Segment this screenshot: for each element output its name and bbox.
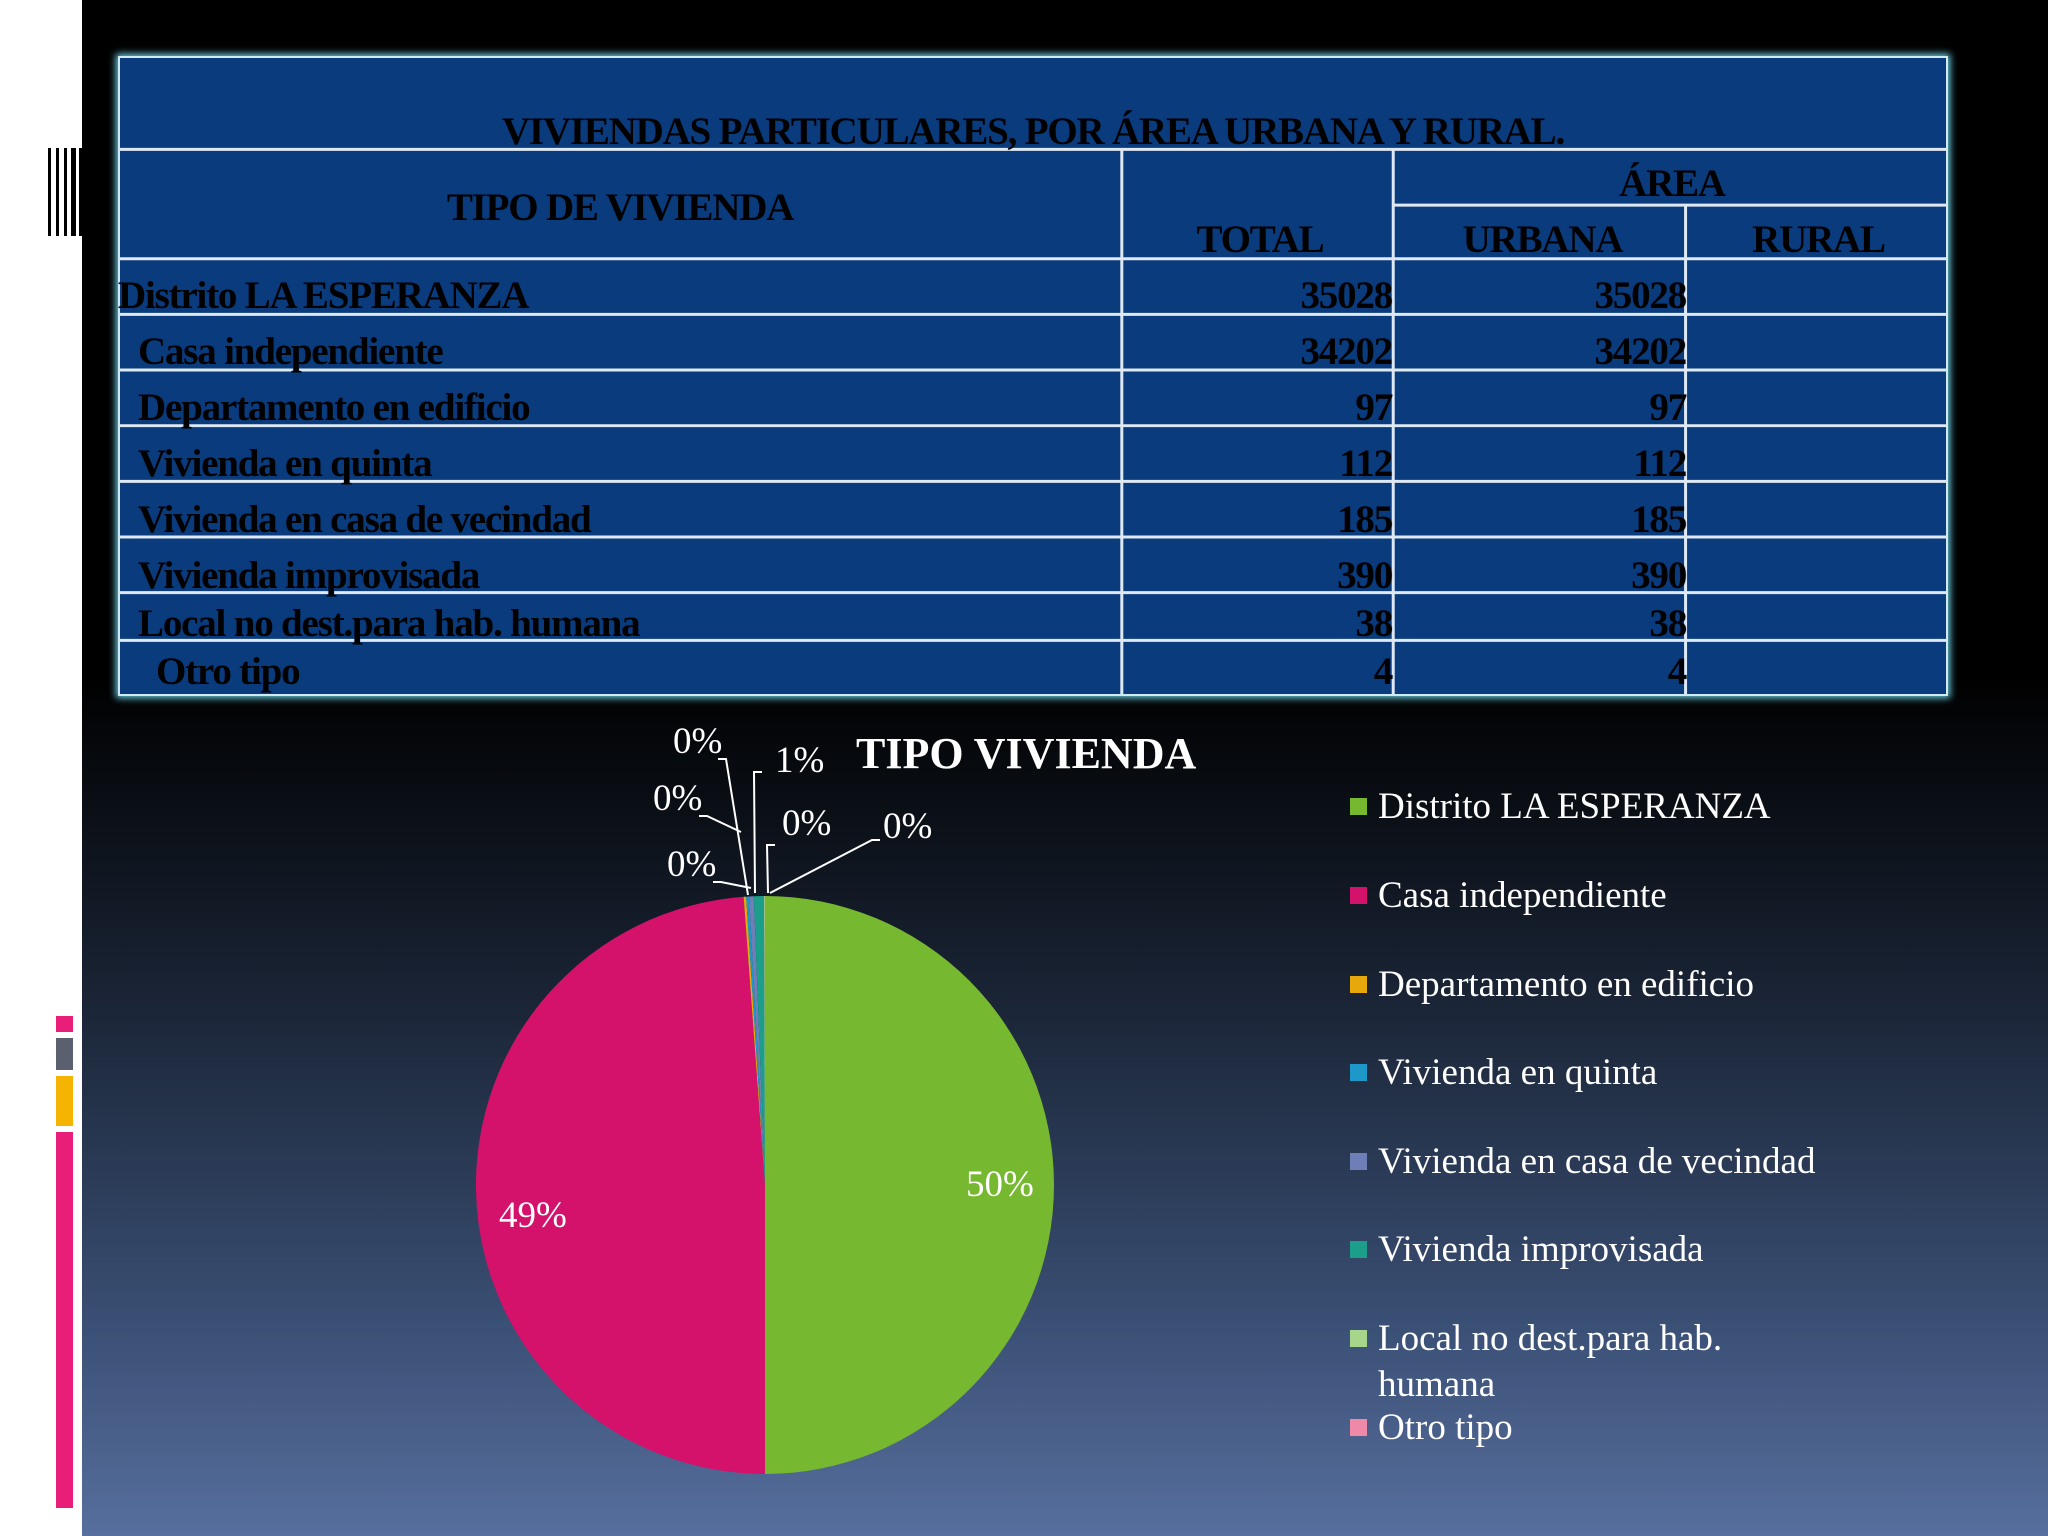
- legend-label: Casa independiente: [1378, 875, 1667, 916]
- pie-slice: [743, 896, 765, 1185]
- legend-label: Local no dest.para hab. humana: [1378, 1318, 1723, 1405]
- row-total: 35028: [1300, 274, 1393, 317]
- legend-label: Vivienda en quinta: [1378, 1052, 1658, 1093]
- row-total: 34202: [1300, 330, 1393, 373]
- pie-slices: [475, 895, 1054, 1474]
- row-label: Distrito LA ESPERANZA: [118, 274, 530, 317]
- header-rural: RURAL: [1752, 218, 1886, 261]
- decorative-lines: [48, 148, 82, 236]
- leader-line: [718, 758, 749, 896]
- row-label: Vivienda en quinta: [138, 442, 433, 485]
- legend-swatch: [1350, 1153, 1367, 1170]
- legend-label: Departamento en edificio: [1378, 964, 1754, 1005]
- accent-block-gray: [56, 1038, 73, 1070]
- row-total: 38: [1355, 602, 1393, 645]
- row-label: Casa independiente: [138, 330, 444, 373]
- header-tipo: TIPO DE VIVIENDA: [446, 186, 795, 229]
- legend-label: Vivienda en casa de vecindad: [1378, 1141, 1816, 1182]
- row-label: Vivienda improvisada: [138, 554, 480, 597]
- pie-data-label: 49%: [499, 1195, 567, 1236]
- pie-data-label: 0%: [782, 803, 832, 844]
- row-label: Otro tipo: [156, 650, 301, 693]
- legend-swatch: [1350, 1419, 1367, 1436]
- legend-swatch: [1350, 798, 1367, 815]
- pie-data-label: 0%: [667, 844, 717, 885]
- row-total: 112: [1339, 442, 1393, 485]
- pie-data-label: 0%: [673, 721, 723, 762]
- row-total: 390: [1337, 554, 1393, 597]
- leader-line: [699, 815, 742, 833]
- pie-data-label: 0%: [653, 778, 703, 819]
- legend-label: Vivienda improvisada: [1378, 1229, 1704, 1270]
- row-label: Vivienda en casa de vecindad: [138, 498, 592, 541]
- pie-data-label: 1%: [775, 740, 825, 781]
- pie-data-label: 0%: [883, 806, 933, 847]
- leader-line: [765, 844, 775, 894]
- data-table: VIVIENDAS PARTICULARES, POR ÁREA URBANA …: [118, 56, 1948, 696]
- row-urbana: 185: [1631, 498, 1687, 541]
- accent-block-yellow: [56, 1076, 73, 1126]
- pie-slice: [763, 895, 765, 1185]
- row-total: 97: [1355, 386, 1393, 429]
- header-area: ÁREA: [1619, 162, 1726, 205]
- row-label: Local no dest.para hab. humana: [138, 602, 641, 645]
- leader-line: [713, 881, 752, 889]
- pie-slice: [475, 896, 765, 1474]
- table-grid: [120, 147, 1946, 694]
- pie-slice: [765, 896, 1054, 1474]
- pie-slice: [746, 896, 765, 1185]
- row-urbana: 390: [1631, 554, 1687, 597]
- header-urbana: URBANA: [1462, 218, 1624, 261]
- pie-data-label: 50%: [966, 1164, 1034, 1205]
- row-total: 4: [1373, 650, 1394, 693]
- legend-label: Otro tipo: [1378, 1407, 1513, 1448]
- legend-swatch: [1350, 887, 1367, 904]
- legend-swatch: [1350, 1064, 1367, 1081]
- header-total: TOTAL: [1196, 218, 1325, 261]
- row-total: 185: [1337, 498, 1393, 541]
- legend-label: Distrito LA ESPERANZA: [1378, 786, 1771, 827]
- row-urbana: 34202: [1594, 330, 1687, 373]
- row-label: Departamento en edificio: [138, 386, 531, 429]
- legend-swatch: [1350, 976, 1367, 993]
- row-urbana: 97: [1649, 386, 1687, 429]
- leader-line: [769, 839, 880, 894]
- legend-swatch: [1350, 1330, 1367, 1347]
- accent-block-pink-small: [56, 1016, 73, 1032]
- row-urbana: 38: [1649, 602, 1687, 645]
- leader-line: [752, 771, 762, 894]
- pie-slice: [749, 896, 765, 1185]
- legend-swatch: [1350, 1241, 1367, 1258]
- row-urbana: 35028: [1594, 274, 1687, 317]
- row-urbana: 4: [1667, 650, 1688, 693]
- chart-title: TIPO VIVIENDA: [856, 729, 1197, 778]
- pie-slice: [753, 896, 765, 1185]
- left-decor-strip: [0, 0, 82, 1536]
- label-leader-lines: [699, 758, 880, 896]
- accent-block-pink-tall: [56, 1132, 73, 1508]
- row-urbana: 112: [1633, 442, 1687, 485]
- table-title: VIVIENDAS PARTICULARES, POR ÁREA URBANA …: [501, 110, 1565, 153]
